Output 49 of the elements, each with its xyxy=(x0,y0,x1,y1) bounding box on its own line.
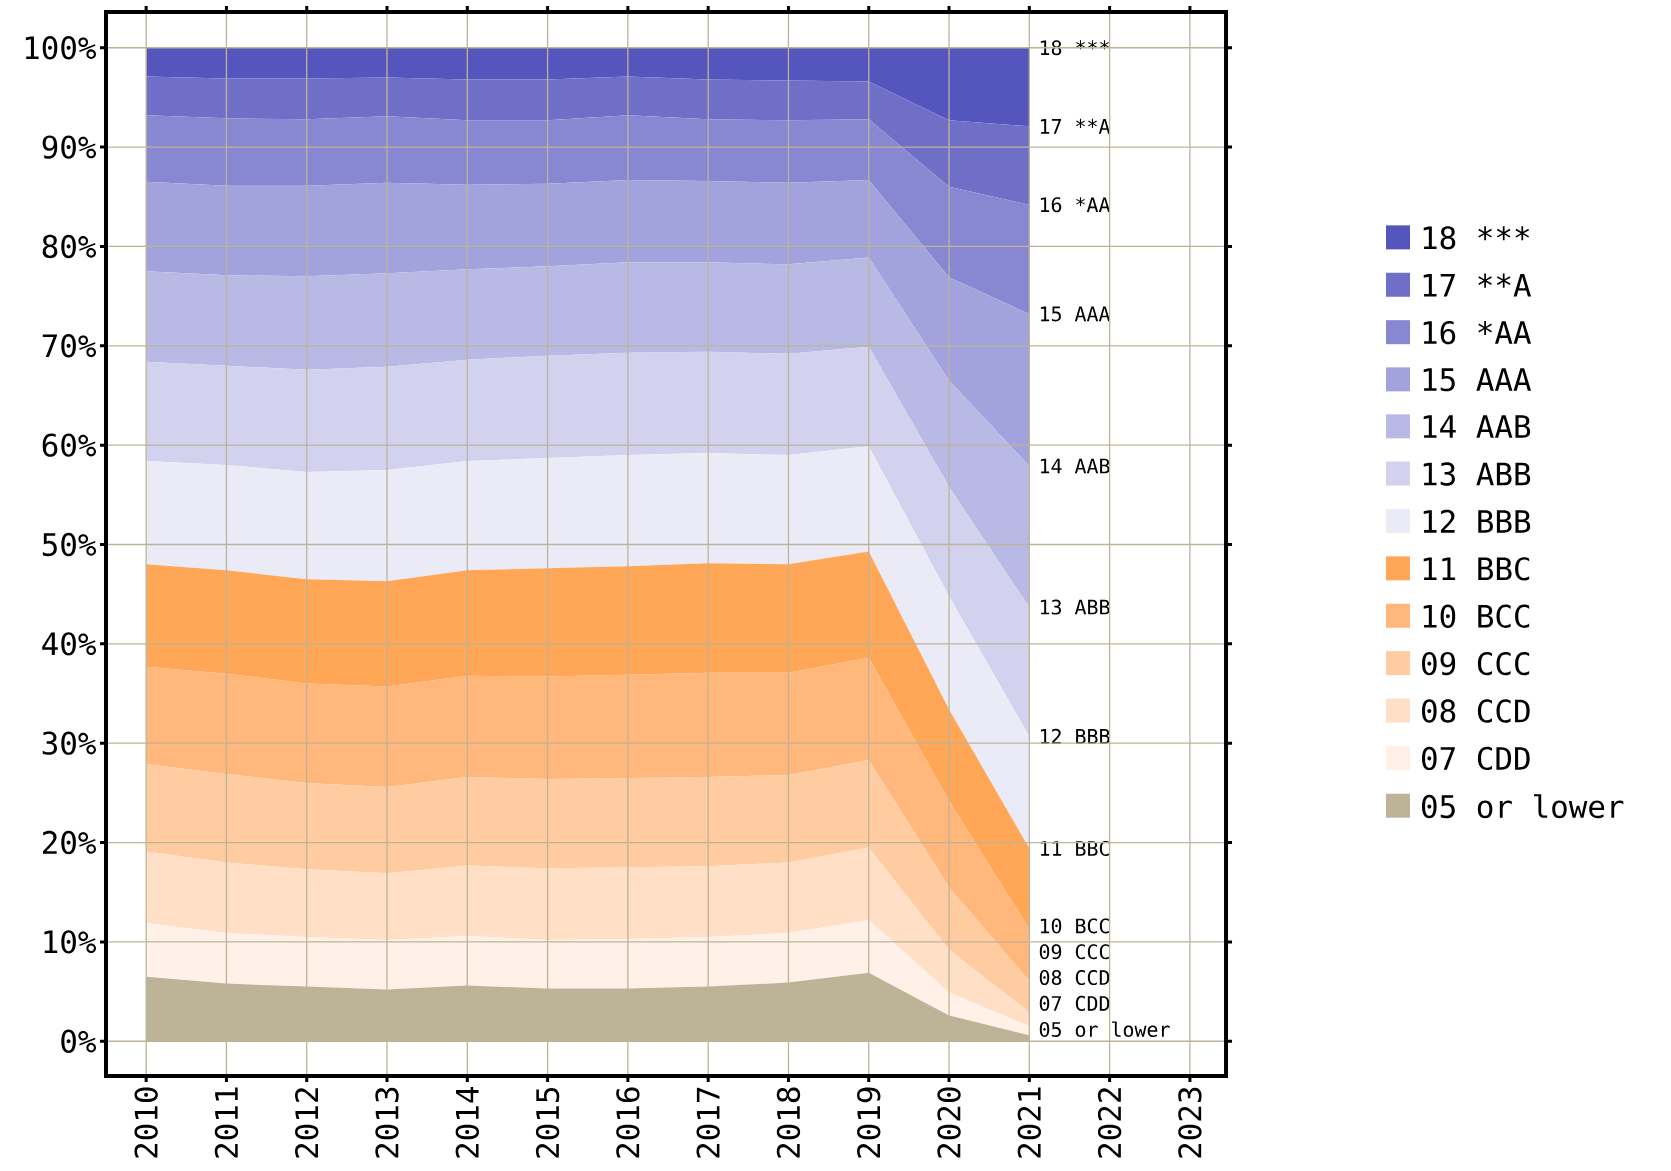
text: 16 *AA xyxy=(1040,197,1111,213)
text: 09 CCC xyxy=(1039,944,1109,960)
x-tick-label: 2018 xyxy=(776,1087,801,1158)
y-tick-label: 0% xyxy=(61,1029,96,1053)
legend-label: 17 **A xyxy=(1423,273,1532,297)
x-tick-label: 2016 xyxy=(616,1087,640,1158)
text: 05 or lower xyxy=(1039,1021,1170,1037)
legend-label: 12 BBB xyxy=(1423,509,1531,533)
legend-label: 14 AAB xyxy=(1423,415,1531,438)
legend-label: 18 *** xyxy=(1423,226,1530,250)
legend-label: 05 or lower xyxy=(1422,794,1624,819)
y-tick-label: 30% xyxy=(42,731,96,755)
text: 15 AAA xyxy=(1040,306,1111,322)
text: 14 AAB xyxy=(1040,458,1110,474)
legend-label: 08 CCD xyxy=(1422,699,1530,723)
text: 08 CCD xyxy=(1039,970,1110,986)
legend-label: 15 AAA xyxy=(1423,368,1532,392)
y-tick-label: 70% xyxy=(42,334,96,358)
legend-label: 13 ABB xyxy=(1423,462,1531,486)
y-tick-label: 10% xyxy=(44,930,96,954)
x-tick-label: 2010 xyxy=(134,1087,158,1158)
text: 13 ABB xyxy=(1040,599,1110,615)
x-tick-label: 2014 xyxy=(455,1086,479,1158)
legend-label: 07 CDD xyxy=(1422,746,1530,771)
text: 07 CDD xyxy=(1039,995,1110,1011)
y-tick-label: 40% xyxy=(42,632,96,656)
y-tick-label: 100% xyxy=(25,36,96,60)
x-tick-label: 2022 xyxy=(1097,1088,1122,1158)
y-tick-label: 20% xyxy=(43,830,96,855)
x-tick-label: 2019 xyxy=(857,1087,881,1158)
y-tick-label: 60% xyxy=(42,433,96,457)
x-tick-label: 2013 xyxy=(375,1087,399,1158)
x-tick-label: 2020 xyxy=(937,1087,961,1158)
y-tick-label: 80% xyxy=(42,234,96,259)
x-tick-label: 2011 xyxy=(214,1087,239,1158)
text: 10 BCC xyxy=(1040,918,1109,934)
x-tick-label: 2021 xyxy=(1017,1087,1041,1158)
y-tick-label: 90% xyxy=(42,135,96,159)
legend-label: 11 BBC xyxy=(1423,557,1530,581)
legend-label: 16 *AA xyxy=(1423,320,1532,345)
x-tick-label: 2015 xyxy=(535,1087,560,1158)
text: 12 BBB xyxy=(1040,728,1110,744)
legend-label: 09 CCC xyxy=(1422,651,1530,676)
y-tick-label: 50% xyxy=(42,532,96,557)
legend-label: 10 BCC xyxy=(1423,604,1530,628)
x-tick-label: 2023 xyxy=(1178,1087,1202,1158)
x-tick-label: 2017 xyxy=(696,1087,720,1158)
x-tick-label: 2012 xyxy=(295,1088,319,1158)
text: 17 **A xyxy=(1040,118,1111,134)
